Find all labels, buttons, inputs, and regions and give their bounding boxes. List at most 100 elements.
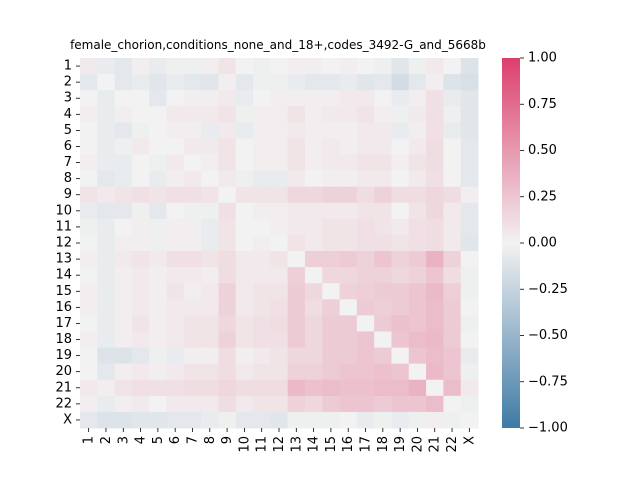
heatmap-cell (114, 315, 133, 332)
heatmap-cell (80, 267, 98, 284)
heatmap-cell (426, 154, 444, 172)
heatmap-cell (131, 186, 150, 204)
x-tick-label: 5 (151, 436, 166, 444)
heatmap-cell (253, 283, 271, 300)
heatmap-cell (304, 251, 323, 268)
x-tick-label: 11 (255, 436, 270, 453)
heatmap-cell (339, 331, 358, 349)
heatmap-cell (183, 395, 202, 413)
heatmap-cell (443, 170, 462, 188)
heatmap-cell (253, 299, 271, 316)
heatmap-cell (218, 299, 237, 316)
heatmap-cell (304, 122, 323, 139)
heatmap-cell (426, 347, 444, 365)
heatmap-cell (322, 331, 341, 349)
heatmap-cell (374, 154, 392, 172)
heatmap-cell (218, 186, 237, 204)
heatmap-cell (391, 122, 410, 139)
heatmap-cell (131, 331, 150, 349)
heatmap-cell (183, 202, 202, 220)
heatmap-cell (426, 186, 444, 204)
heatmap-cell (304, 331, 323, 349)
heatmap-cell (253, 170, 271, 188)
colorbar-tick-label: 0.25 (528, 189, 557, 204)
heatmap-cell (304, 90, 323, 107)
heatmap-cell (80, 74, 98, 91)
heatmap-cell (218, 331, 237, 349)
heatmap-cell (166, 218, 185, 236)
heatmap-cell (149, 138, 168, 156)
heatmap-cell (460, 411, 479, 429)
heatmap-cell (304, 395, 323, 413)
heatmap-cell (460, 363, 479, 381)
heatmap-cell (270, 347, 289, 365)
heatmap-cell (460, 138, 479, 156)
heatmap-cell (201, 154, 219, 172)
heatmap-cell (131, 202, 150, 220)
heatmap-cell (235, 267, 254, 284)
heatmap-cell (443, 411, 462, 429)
heatmap-cell (460, 347, 479, 365)
heatmap-cell (183, 122, 202, 139)
heatmap-cell (270, 218, 289, 236)
heatmap-cell (426, 331, 444, 349)
heatmap-cell (149, 363, 168, 381)
heatmap-cell (218, 218, 237, 236)
x-tick-label: 8 (203, 436, 218, 444)
heatmap-cell (97, 283, 116, 300)
heatmap-cell (149, 379, 168, 397)
chart-title: female_chorion,conditions_none_and_18+,c… (70, 38, 486, 52)
heatmap-cell (201, 170, 219, 188)
heatmap-cell (114, 331, 133, 349)
heatmap-cell (218, 138, 237, 156)
heatmap-cell (235, 411, 254, 429)
heatmap-cell (374, 186, 392, 204)
heatmap-cell (356, 106, 375, 123)
heatmap-cell (270, 186, 289, 204)
heatmap-cell (391, 90, 410, 107)
heatmap-cell (443, 267, 462, 284)
heatmap-cell (391, 138, 410, 156)
x-tick-label: 21 (428, 436, 443, 453)
heatmap-cell (426, 234, 444, 252)
heatmap-cell (304, 363, 323, 381)
heatmap-cell (443, 90, 462, 107)
y-tick-label: 4 (64, 107, 72, 122)
heatmap-cell (97, 218, 116, 236)
x-tick-label: 2 (99, 436, 114, 444)
heatmap-cell (114, 90, 133, 107)
heatmap-cell (149, 411, 168, 429)
heatmap-cell (374, 395, 392, 413)
heatmap-cell (166, 186, 185, 204)
heatmap-cell (253, 202, 271, 220)
heatmap-cell (218, 411, 237, 429)
heatmap-cell (80, 138, 98, 156)
heatmap-cell (114, 170, 133, 188)
heatmap-cell (131, 138, 150, 156)
heatmap-cell (131, 170, 150, 188)
heatmap-cell (270, 58, 289, 75)
heatmap-cell (80, 106, 98, 123)
heatmap-cell (287, 395, 306, 413)
heatmap-cell (270, 251, 289, 268)
heatmap-cell (339, 122, 358, 139)
heatmap-cell (408, 170, 427, 188)
heatmap-cell (304, 234, 323, 252)
heatmap-cell (391, 186, 410, 204)
heatmap-cell (408, 363, 427, 381)
heatmap-cell (374, 218, 392, 236)
heatmap-cell (460, 299, 479, 316)
heatmap-cell (270, 122, 289, 139)
heatmap-cell (201, 74, 219, 91)
heatmap-cell (287, 154, 306, 172)
y-tick-label: 16 (55, 300, 72, 315)
heatmap-cell (235, 186, 254, 204)
heatmap-cell (339, 267, 358, 284)
heatmap-cell (149, 74, 168, 91)
heatmap-cell (322, 395, 341, 413)
heatmap-cell (391, 379, 410, 397)
heatmap-cell (183, 315, 202, 332)
heatmap-cell (374, 106, 392, 123)
heatmap-cell (235, 315, 254, 332)
